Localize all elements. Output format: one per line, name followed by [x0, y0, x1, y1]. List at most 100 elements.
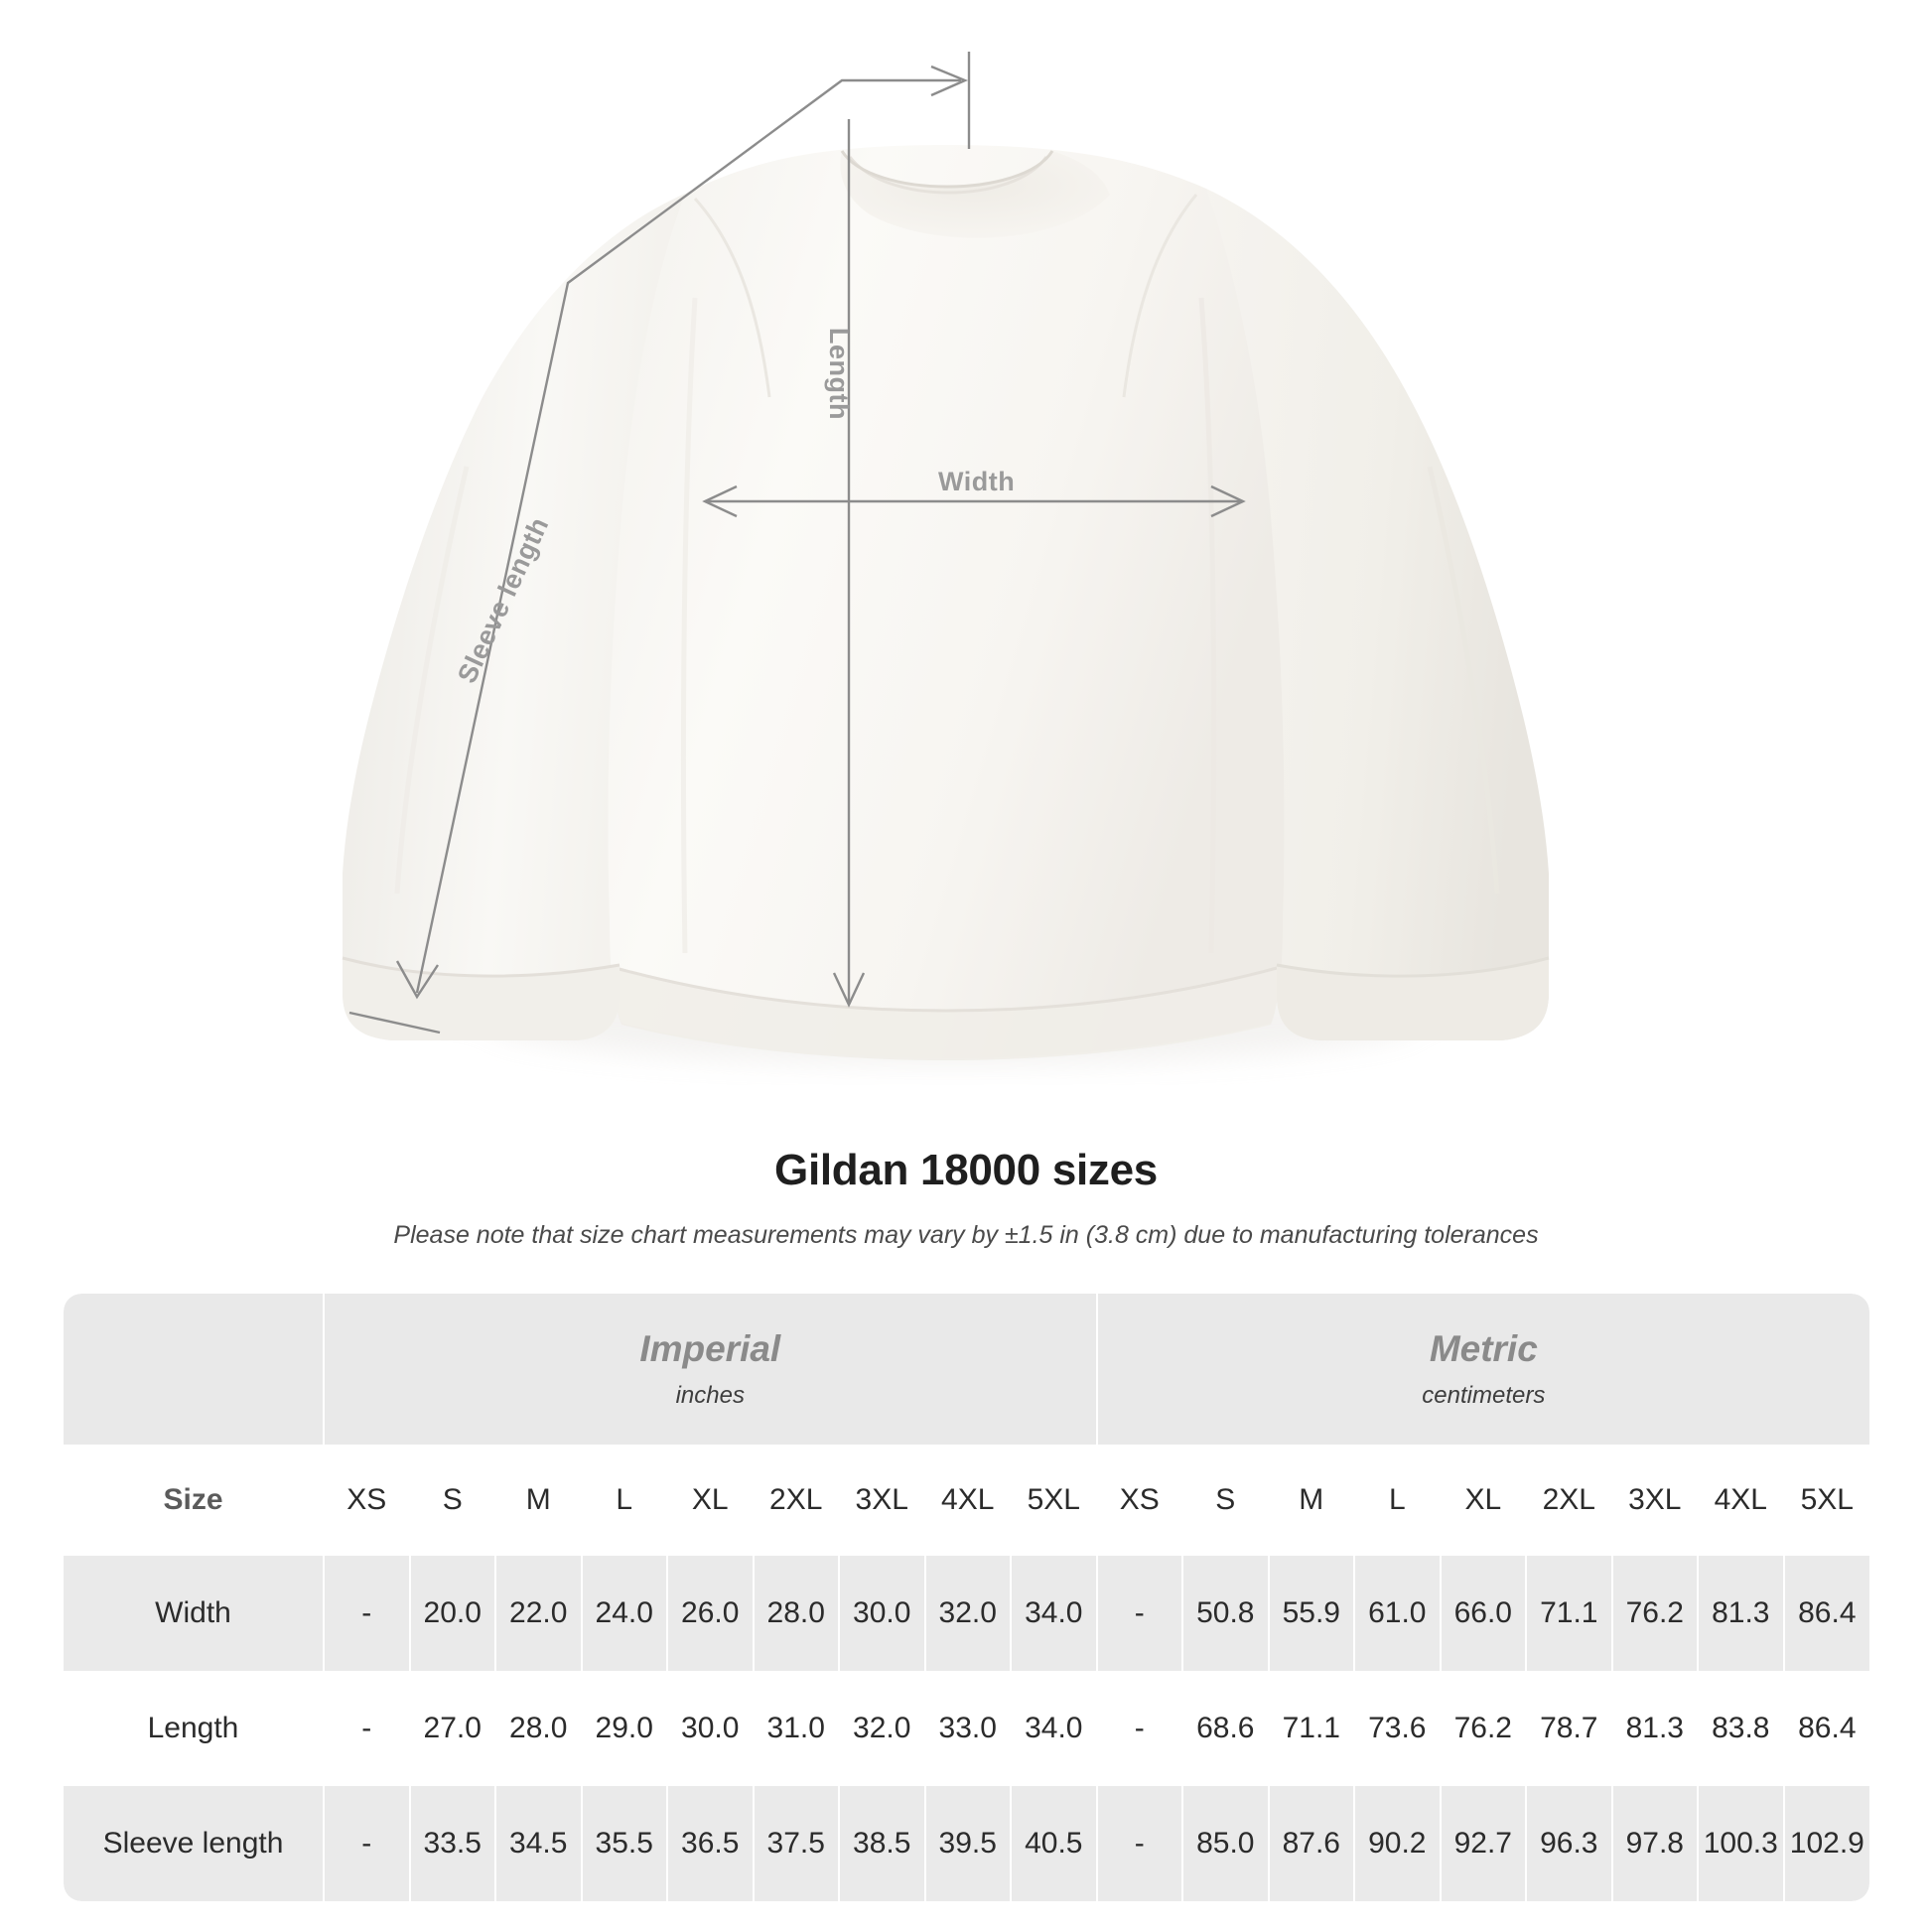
cell-imperial-width-m: 22.0 [495, 1556, 583, 1671]
width-guide-line [702, 484, 1246, 518]
sweatshirt-shape [342, 145, 1550, 1060]
cell-imperial-length-s: 27.0 [409, 1671, 496, 1786]
table-row: Length -27.0 28.0 29.0 30.0 31.0 32.0 33.0 34.0-… [64, 1671, 1870, 1786]
unit-cell-metric: Metric centimeters [1096, 1294, 1870, 1445]
row-label-length: Length [64, 1671, 325, 1786]
cell-imperial-sleeve-length-s: 33.5 [409, 1786, 496, 1901]
cell-imperial-sleeve-length-l: 35.5 [581, 1786, 668, 1901]
size-header-metric-xs: XS [1096, 1445, 1184, 1556]
cell-imperial-length-2xl: 31.0 [753, 1671, 840, 1786]
size-header-metric-2xl: 2XL [1526, 1445, 1613, 1556]
row-label-sleeve-length: Sleeve length [64, 1786, 325, 1901]
size-header-imperial-5xl: 5XL [1011, 1445, 1098, 1556]
size-header-imperial-xl: XL [667, 1445, 755, 1556]
cell-metric-sleeve-length-l: 90.2 [1354, 1786, 1442, 1901]
cell-imperial-length-xs: - [324, 1671, 411, 1786]
cell-metric-length-l: 73.6 [1354, 1671, 1442, 1786]
size-table: Imperial inches Metric centimeters Size X… [64, 1294, 1870, 1901]
cell-imperial-sleeve-length-5xl: 40.5 [1011, 1786, 1098, 1901]
cell-metric-width-3xl: 76.2 [1611, 1556, 1700, 1671]
cell-imperial-sleeve-length-3xl: 38.5 [839, 1786, 926, 1901]
cell-metric-width-xl: 66.0 [1440, 1556, 1528, 1671]
unit-spacer-cell [64, 1294, 325, 1445]
cell-metric-length-5xl: 86.4 [1783, 1671, 1870, 1786]
cell-imperial-width-4xl: 32.0 [924, 1556, 1012, 1671]
cell-metric-length-m: 71.1 [1268, 1671, 1356, 1786]
cell-metric-width-s: 50.8 [1182, 1556, 1270, 1671]
cell-metric-width-m: 55.9 [1268, 1556, 1356, 1671]
unit-subtitle-metric: centimeters [1422, 1382, 1546, 1410]
size-table-container: Imperial inches Metric centimeters Size X… [64, 1294, 1870, 1901]
cell-metric-width-2xl: 71.1 [1526, 1556, 1613, 1671]
size-header-metric-5xl: 5XL [1783, 1445, 1870, 1556]
cell-metric-length-xs: - [1096, 1671, 1184, 1786]
sweatshirt-drawing [342, 52, 1550, 1064]
unit-system-row: Imperial inches Metric centimeters [64, 1294, 1870, 1445]
cell-metric-sleeve-length-m: 87.6 [1268, 1786, 1356, 1901]
cell-imperial-sleeve-length-4xl: 39.5 [924, 1786, 1012, 1901]
size-header-metric-xl: XL [1440, 1445, 1528, 1556]
size-header-imperial-l: L [581, 1445, 668, 1556]
sleeve-length-guide-line [348, 65, 969, 1035]
cell-metric-length-3xl: 81.3 [1611, 1671, 1700, 1786]
table-row: Width -20.0 22.0 24.0 26.0 28.0 30.0 32.0 34.0-5… [64, 1556, 1870, 1671]
size-header-imperial-2xl: 2XL [753, 1445, 840, 1556]
cell-imperial-width-5xl: 34.0 [1011, 1556, 1098, 1671]
cell-imperial-length-3xl: 32.0 [839, 1671, 926, 1786]
size-header-imperial-3xl: 3XL [839, 1445, 926, 1556]
cell-metric-width-5xl: 86.4 [1783, 1556, 1870, 1671]
size-table-body: Width -20.0 22.0 24.0 26.0 28.0 30.0 32.0 34.0-5… [64, 1556, 1870, 1901]
cell-imperial-sleeve-length-xl: 36.5 [667, 1786, 755, 1901]
size-header-metric-l: L [1354, 1445, 1442, 1556]
cell-imperial-width-3xl: 30.0 [839, 1556, 926, 1671]
cell-metric-width-l: 61.0 [1354, 1556, 1442, 1671]
cell-metric-sleeve-length-xs: - [1096, 1786, 1184, 1901]
cell-metric-width-4xl: 81.3 [1698, 1556, 1785, 1671]
garment-illustration: Length Width Sleeve length [342, 52, 1550, 1064]
cell-metric-sleeve-length-2xl: 96.3 [1526, 1786, 1613, 1901]
tolerance-note: Please note that size chart measurements… [393, 1221, 1539, 1249]
cell-imperial-sleeve-length-m: 34.5 [495, 1786, 583, 1901]
cell-imperial-width-xl: 26.0 [667, 1556, 755, 1671]
cell-metric-sleeve-length-4xl: 100.3 [1698, 1786, 1785, 1901]
size-header-imperial-s: S [409, 1445, 496, 1556]
cell-imperial-width-2xl: 28.0 [753, 1556, 840, 1671]
size-header-imperial-xs: XS [324, 1445, 411, 1556]
cell-metric-length-xl: 76.2 [1440, 1671, 1528, 1786]
cell-imperial-length-m: 28.0 [495, 1671, 583, 1786]
size-header-metric-s: S [1182, 1445, 1270, 1556]
cell-metric-sleeve-length-s: 85.0 [1182, 1786, 1270, 1901]
unit-title-metric: Metric [1429, 1327, 1538, 1369]
cell-imperial-length-5xl: 34.0 [1011, 1671, 1098, 1786]
cell-imperial-width-xs: - [324, 1556, 411, 1671]
unit-subtitle-imperial: inches [675, 1382, 745, 1410]
size-header-row: Size XS S M L XL 2XL 3XL 4XL 5XL XS S M L XL 2XL 3XL 4XL 5… [64, 1445, 1870, 1556]
cell-imperial-length-4xl: 33.0 [924, 1671, 1012, 1786]
cell-metric-length-s: 68.6 [1182, 1671, 1270, 1786]
cell-imperial-length-xl: 30.0 [667, 1671, 755, 1786]
cell-metric-sleeve-length-xl: 92.7 [1440, 1786, 1528, 1901]
length-guide-line [832, 119, 866, 1008]
cell-metric-length-4xl: 83.8 [1698, 1671, 1785, 1786]
title-block: Gildan 18000 sizes Please note that size… [0, 1142, 1932, 1250]
size-header-imperial-m: M [495, 1445, 583, 1556]
dimension-label-width: Width [938, 467, 1016, 496]
page-title: Gildan 18000 sizes [774, 1146, 1158, 1194]
unit-cell-imperial: Imperial inches [324, 1294, 1098, 1445]
size-header-label: Size [64, 1445, 325, 1556]
cell-imperial-width-s: 20.0 [409, 1556, 496, 1671]
cell-imperial-width-l: 24.0 [581, 1556, 668, 1671]
table-row: Sleeve length -33.5 34.5 35.5 36.5 37.5 38.5 39… [64, 1786, 1870, 1901]
size-header-metric-3xl: 3XL [1611, 1445, 1700, 1556]
cell-metric-sleeve-length-3xl: 97.8 [1611, 1786, 1700, 1901]
cell-metric-length-2xl: 78.7 [1526, 1671, 1613, 1786]
cell-imperial-sleeve-length-xs: - [324, 1786, 411, 1901]
row-label-width: Width [64, 1556, 325, 1671]
cell-imperial-length-l: 29.0 [581, 1671, 668, 1786]
cell-metric-sleeve-length-5xl: 102.9 [1783, 1786, 1870, 1901]
dimension-label-length: Length [824, 328, 854, 420]
size-header-metric-4xl: 4XL [1698, 1445, 1785, 1556]
measurement-guides [348, 52, 1246, 1035]
cell-imperial-sleeve-length-2xl: 37.5 [753, 1786, 840, 1901]
